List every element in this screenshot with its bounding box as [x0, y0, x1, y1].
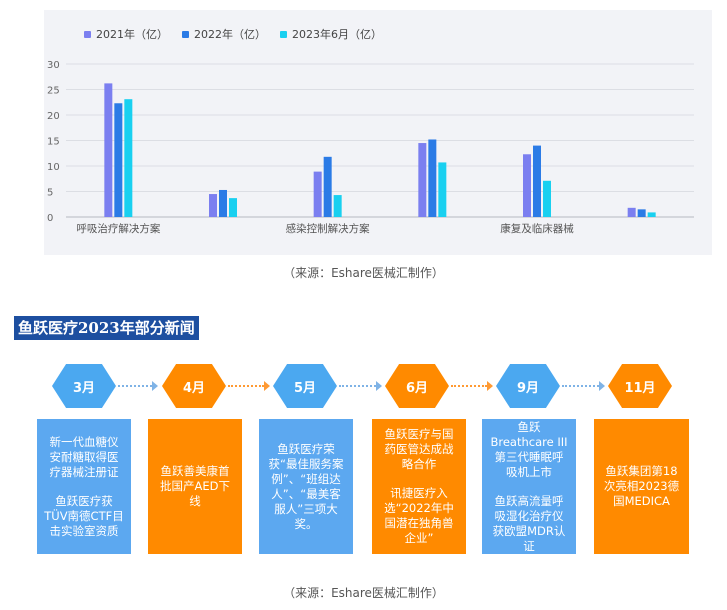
timeline-hex-5: 9月 — [496, 364, 560, 408]
news-card-march: 新一代血糖仪安耐糖取得医疗器械注册证 鱼跃医疗获TÜV南德CTF目击实验室资质 — [37, 419, 131, 554]
y-tick-label: 20 — [47, 111, 60, 122]
y-tick-label: 25 — [47, 86, 60, 97]
news-text: 讯捷医疗入选“2022年中国潜在独角兽企业” — [384, 486, 454, 545]
timeline-source-caption: （来源：Eshare医械汇制作） — [283, 586, 444, 600]
bar — [323, 156, 332, 217]
news-card-april: 鱼跃善美康首批国产AED下线 — [148, 419, 242, 554]
news-text: 鱼跃集团第18次亮相2023德国MEDICA — [603, 464, 680, 508]
x-tick-label: 呼吸治疗解决方案 — [76, 222, 160, 235]
legend-swatch — [182, 30, 189, 38]
legend-item-2021: 2021年（亿） — [84, 26, 168, 42]
y-tick-label: 5 — [47, 188, 53, 199]
news-text: 鱼跃医疗获TÜV南德CTF目击实验室资质 — [44, 493, 124, 538]
chart-legend: 2021年（亿） 2022年（亿） 2023年6月（亿） — [84, 26, 382, 42]
news-text: 鱼跃医疗与国药医管达成战略合作 — [384, 427, 454, 471]
bar — [533, 145, 541, 217]
arrow-right-icon — [264, 381, 270, 391]
bar — [627, 207, 636, 217]
legend-label: 2022年（亿） — [194, 28, 266, 41]
timeline-connector — [451, 385, 487, 387]
chart-source-caption: （来源：Eshare医械汇制作） — [283, 266, 444, 280]
arrow-right-icon — [487, 381, 493, 391]
timeline-connector — [562, 385, 599, 387]
bar — [543, 180, 551, 217]
bar — [209, 194, 217, 217]
arrow-right-icon — [376, 381, 382, 391]
bar-chart: 30 25 20 15 10 5 0 呼吸治疗解决方案 感染控制解决方案 康复及临床器械 2021… — [44, 10, 712, 255]
arrow-right-icon — [152, 381, 158, 391]
bar — [229, 198, 237, 217]
news-text: 鱼跃善美康首批国产AED下线 — [160, 464, 230, 508]
bar — [313, 171, 322, 217]
legend-item-2023h1: 2023年6月（亿） — [280, 26, 382, 42]
legend-label: 2021年（亿） — [96, 28, 168, 41]
news-card-november: 鱼跃集团第18次亮相2023德国MEDICA — [594, 419, 689, 554]
y-tick-label: 30 — [47, 60, 60, 71]
timeline-hex-6: 11月 — [608, 364, 672, 408]
legend-swatch — [280, 30, 287, 38]
bar — [647, 212, 656, 217]
bar — [333, 195, 342, 217]
bar — [219, 189, 227, 217]
timeline-connector — [118, 385, 152, 387]
news-card-may: 鱼跃医疗荣获“最佳服务案例”、“班组达人”、“最美客服人”三项大奖。 — [259, 419, 353, 554]
bar — [418, 143, 427, 217]
x-tick-label: 感染控制解决方案 — [286, 222, 370, 235]
x-tick-label: 康复及临床器械 — [500, 222, 574, 235]
arrow-right-icon — [599, 381, 605, 391]
timeline-connector — [228, 385, 264, 387]
timeline-hex-2: 4月 — [162, 364, 226, 408]
bar — [438, 162, 447, 217]
legend-item-2022: 2022年（亿） — [182, 26, 266, 42]
timeline-connector — [339, 385, 376, 387]
timeline-hex-4: 6月 — [385, 364, 449, 408]
bar — [523, 154, 531, 217]
y-tick-label: 15 — [47, 137, 60, 148]
news-text: 鱼跃Breathcare III第三代睡眠呼吸机上市 — [490, 419, 568, 479]
news-text: 鱼跃高流量呼吸湿化治疗仪获欧盟MDR认证 — [492, 493, 566, 553]
news-text: 鱼跃医疗荣获“最佳服务案例”、“班组达人”、“最美客服人”三项大奖。 — [268, 441, 344, 531]
timeline-hex-3: 5月 — [273, 364, 337, 408]
news-text: 新一代血糖仪安耐糖取得医疗器械注册证 — [49, 434, 119, 479]
chart-canvas: 30 25 20 15 10 5 0 呼吸治疗解决方案 感染控制解决方案 康复及临床器械 — [47, 60, 694, 235]
y-tick-label: 10 — [47, 162, 60, 173]
bar — [637, 209, 646, 217]
news-card-september: 鱼跃Breathcare III第三代睡眠呼吸机上市 鱼跃高流量呼吸湿化治疗仪获… — [482, 419, 576, 554]
legend-label: 2023年6月（亿） — [292, 28, 382, 41]
bar — [124, 99, 133, 217]
bar — [104, 83, 113, 217]
timeline-hex-1: 3月 — [52, 364, 116, 408]
bar — [428, 139, 437, 217]
bar — [114, 103, 123, 217]
y-tick-label: 0 — [47, 213, 53, 224]
news-card-june: 鱼跃医疗与国药医管达成战略合作 讯捷医疗入选“2022年中国潜在独角兽企业” — [372, 419, 466, 554]
legend-swatch — [84, 30, 91, 38]
section-title: 鱼跃医疗2023年部分新闻 — [14, 316, 199, 340]
